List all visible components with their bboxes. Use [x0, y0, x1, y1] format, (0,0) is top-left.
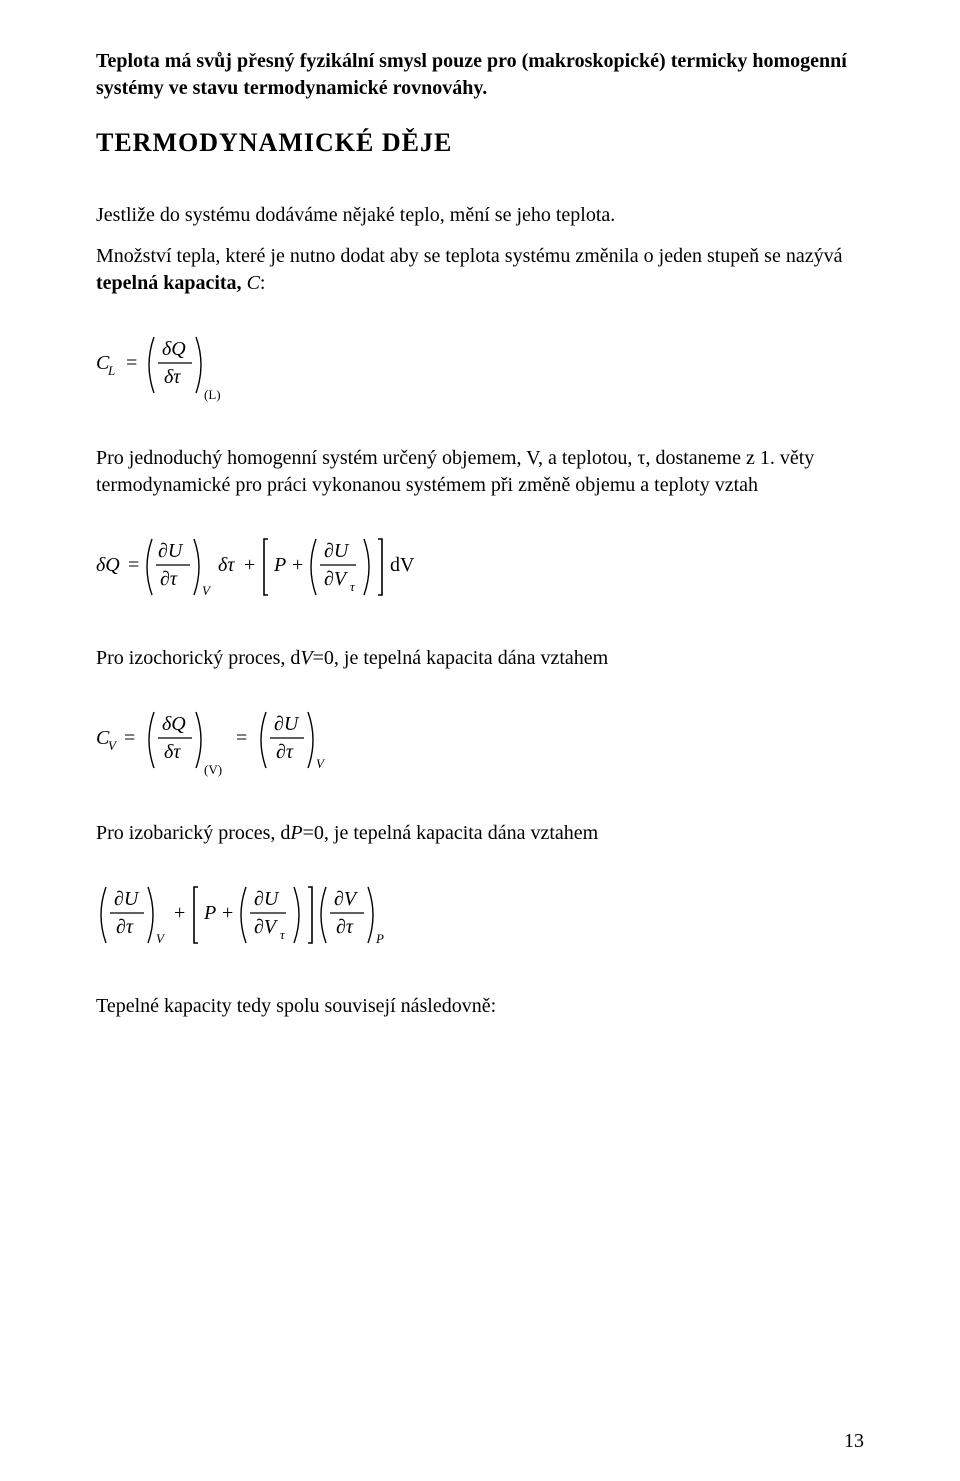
dq-plus-1: + [244, 554, 255, 576]
cl-frac-bot: δτ [164, 366, 181, 388]
paragraph-2: Množství tepla, které je nutno dodat aby… [96, 243, 864, 297]
cp-br-top: ∂U [254, 888, 280, 910]
cv-a-bot: δτ [164, 741, 181, 763]
equation-dq-svg: δQ = ∂U ∂τ V δτ + P + ∂U ∂V [96, 533, 476, 605]
dq-rbracket [378, 539, 382, 595]
equation-dq: δQ = ∂U ∂τ V δτ + P + ∂U ∂V [96, 533, 864, 605]
equation-cl-svg: C L = δQ δτ (L) [96, 331, 266, 405]
dq-t1-sub: V [202, 583, 212, 598]
dq-br-top: ∂U [324, 540, 350, 562]
p4-italic-v: V [300, 647, 312, 669]
cv-a-rparen [196, 712, 201, 768]
cp-t1-bot: ∂τ [116, 916, 134, 938]
p2-text-d: : [260, 272, 266, 294]
dq-br-rparen [364, 539, 369, 595]
cl-lparen [149, 337, 154, 393]
equation-cp-expr-svg: ∂U ∂τ V + P + ∂U ∂V τ ∂V [96, 881, 456, 953]
cv-a-sub: (V) [204, 762, 222, 777]
dq-mult-dtau: δτ [218, 554, 235, 576]
section-heading: TERMODYNAMICKÉ DĚJE [96, 128, 864, 158]
dq-br-bot: ∂V [324, 568, 349, 590]
page: Teplota má svůj přesný fyzikální smysl p… [0, 0, 960, 1481]
cp-t2-top: ∂V [334, 888, 359, 910]
equation-cv: C V = δQ δτ (V) = ∂U ∂τ V [96, 706, 864, 780]
paragraph-5: Pro izobarický proces, dP=0, je tepelná … [96, 820, 864, 847]
cv-b-top: ∂U [274, 713, 300, 735]
equation-cl: C L = δQ δτ (L) [96, 331, 864, 405]
cp-t1-rparen [148, 887, 153, 943]
dq-t1-top: ∂U [158, 540, 184, 562]
cl-subscript-l: L [107, 363, 115, 378]
p5-text-c: =0, je tepelná kapacita dána vztahem [303, 822, 599, 844]
paragraph-1: Jestliže do systému dodáváme nějaké tepl… [96, 202, 864, 229]
cp-lbracket [194, 887, 198, 943]
cp-rbracket [308, 887, 312, 943]
cv-equals-2: = [236, 727, 247, 749]
dq-dV: dV [390, 554, 415, 576]
p2-text-a: Množství tepla, které je nutno dodat aby… [96, 245, 842, 267]
cv-b-sub: V [316, 756, 326, 771]
p4-text-c: =0, je tepelná kapacita dána vztahem [313, 647, 609, 669]
dq-plus-2: + [292, 554, 303, 576]
cp-br-bot: ∂V [254, 916, 279, 938]
p2-bold-term: tepelná kapacita, [96, 272, 247, 294]
cp-t1-sub: V [156, 931, 166, 946]
p5-text-a: Pro izobarický proces, d [96, 822, 290, 844]
dq-br-lparen [311, 539, 316, 595]
dq-lhs: δQ [96, 554, 120, 576]
dq-t1-rparen [194, 539, 199, 595]
paragraph-6: Tepelné kapacity tedy spolu souvisejí ná… [96, 993, 864, 1020]
cp-plus-2: + [222, 902, 233, 924]
cp-br-rparen [294, 887, 299, 943]
dq-t1-bot: ∂τ [160, 568, 178, 590]
cp-t2-lparen [321, 887, 326, 943]
intro-bold-paragraph: Teplota má svůj přesný fyzikální smysl p… [96, 48, 864, 102]
dq-equals: = [128, 554, 139, 576]
equation-cp-expr: ∂U ∂τ V + P + ∂U ∂V τ ∂V [96, 881, 864, 953]
cv-subscript-v: V [108, 738, 118, 753]
cp-t2-bot: ∂τ [336, 916, 354, 938]
cl-frac-top: δQ [162, 338, 186, 360]
p4-text-a: Pro izochorický proces, d [96, 647, 300, 669]
p2-italic-c: C [247, 272, 260, 294]
cl-equals: = [126, 352, 137, 374]
dq-t1-lparen [147, 539, 152, 595]
cp-P: P [203, 902, 216, 924]
cp-t2-sub: P [375, 931, 384, 946]
dq-P: P [273, 554, 286, 576]
p5-italic-p: P [290, 822, 302, 844]
cl-outer-sub: (L) [204, 387, 221, 402]
dq-lbracket [264, 539, 268, 595]
dq-br-fracsub: τ [350, 579, 356, 594]
page-number: 13 [844, 1430, 864, 1453]
cp-br-lparen [241, 887, 246, 943]
cv-a-lparen [149, 712, 154, 768]
cv-a-top: δQ [162, 713, 186, 735]
cp-t1-top: ∂U [114, 888, 140, 910]
cv-equals-1: = [124, 727, 135, 749]
cv-b-rparen [308, 712, 313, 768]
cp-br-fracsub: τ [280, 927, 286, 942]
cv-b-lparen [261, 712, 266, 768]
cv-b-bot: ∂τ [276, 741, 294, 763]
cp-t1-lparen [101, 887, 106, 943]
cp-plus-1: + [174, 902, 185, 924]
cp-t2-rparen [368, 887, 373, 943]
equation-cv-svg: C V = δQ δτ (V) = ∂U ∂τ V [96, 706, 386, 780]
cl-rparen [196, 337, 201, 393]
paragraph-3: Pro jednoduchý homogenní systém určený o… [96, 445, 864, 499]
paragraph-4: Pro izochorický proces, dV=0, je tepelná… [96, 645, 864, 672]
